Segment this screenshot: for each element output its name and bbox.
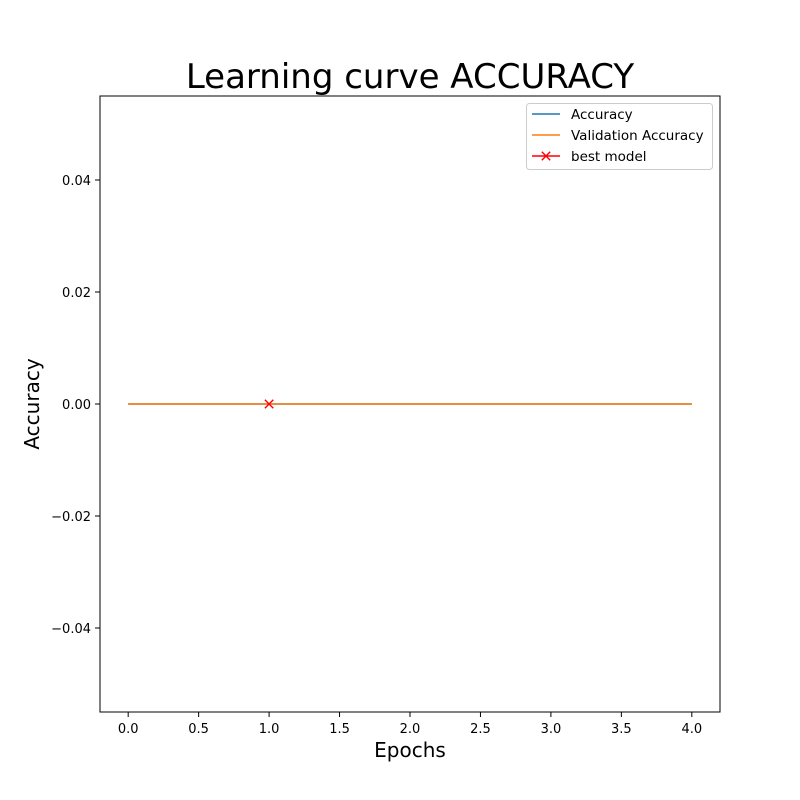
- y-tick-label: −0.04: [51, 622, 91, 637]
- y-tick-label: 0.04: [62, 174, 91, 189]
- x-axis: 0.0 0.5 1.0 1.5 2.0 2.5 3.0 3.5 4.0: [118, 712, 702, 737]
- x-tick-label: 0.5: [188, 722, 209, 737]
- best-model-marker: [264, 399, 274, 409]
- x-axis-title: Epochs: [374, 738, 446, 762]
- legend-label-accuracy: Accuracy: [571, 107, 633, 123]
- legend: Accuracy Validation Accuracy best model: [526, 103, 713, 170]
- y-tick-label: 0.02: [62, 286, 91, 301]
- y-axis-title: Accuracy: [20, 358, 44, 449]
- best-model-marker-stroke: [264, 399, 274, 409]
- legend-box: [526, 103, 713, 170]
- legend-marker-x: [541, 151, 551, 161]
- x-tick-label: 3.5: [611, 722, 632, 737]
- x-tick-label: 3.0: [541, 722, 562, 737]
- x-tick-label: 1.5: [329, 722, 350, 737]
- x-tick-label: 4.0: [681, 722, 702, 737]
- x-tick-label: 2.5: [470, 722, 491, 737]
- legend-label-validation-accuracy: Validation Accuracy: [571, 128, 704, 144]
- plot-layer: [128, 399, 692, 409]
- y-tick-label: −0.02: [51, 510, 91, 525]
- x-tick-label: 2.0: [400, 722, 421, 737]
- y-tick-label: 0.00: [62, 398, 91, 413]
- chart-title: Learning curve ACCURACY: [186, 57, 635, 97]
- legend-label-best-model: best model: [571, 149, 647, 165]
- x-tick-label: 0.0: [118, 722, 139, 737]
- y-axis: −0.04 −0.02 0.00 0.02 0.04: [51, 174, 100, 637]
- x-tick-label: 1.0: [259, 722, 280, 737]
